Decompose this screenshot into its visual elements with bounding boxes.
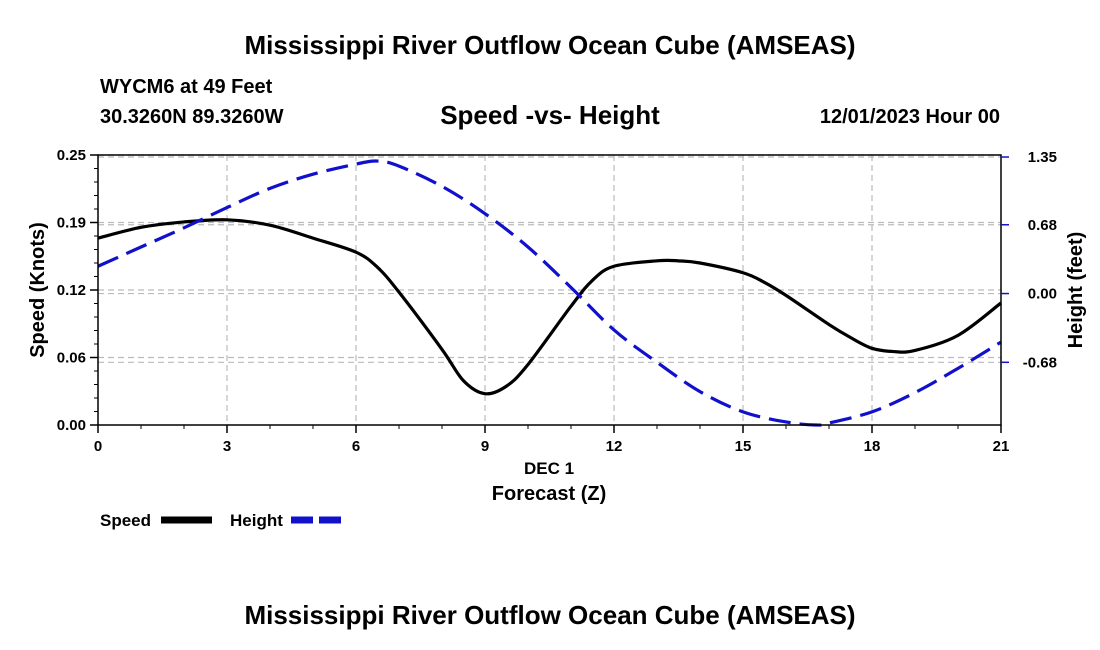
legend: Speed Height [100,511,342,530]
series-line-height [97,159,1002,427]
station-label: WYCM6 at 49 Feet [100,76,273,98]
series-layer [97,159,1002,427]
y-right-tick-label: 1.35 [1028,149,1057,166]
x-axis-label: Forecast (Z) [492,483,606,505]
y-right-tick-label: -0.68 [1023,354,1057,371]
y-left-tick-label: 0.12 [57,282,86,299]
footer-title: Mississippi River Outflow Ocean Cube (AM… [244,600,856,630]
forecast-datetime: 12/01/2023 Hour 00 [819,106,1000,128]
ticks-layer: 0 3 6 9 12 15 18 21 0.00 0.06 0.12 0.19 0.25 1.35 0.68… [57,147,1057,455]
legend-speed-label: Speed [100,511,151,530]
y-right-tick-label: 0.00 [1028,286,1057,303]
x-tick-label: 18 [864,438,881,455]
legend-height-label: Height [230,511,283,530]
y-left-tick-label: 0.06 [57,350,86,367]
coordinates-label: 30.3260N 89.3260W [100,106,284,128]
x-tick-label: 15 [735,438,752,455]
grid-layer [98,154,1001,425]
chart-subtitle: Speed -vs- Height [440,100,660,130]
x-tick-label: 0 [94,438,102,455]
series-line-speed [97,218,1002,396]
y-axis-left-label: Speed (Knots) [27,222,49,358]
y-left-tick-label: 0.19 [57,215,86,232]
y-right-tick-label: 0.68 [1028,217,1057,234]
x-tick-label: 6 [352,438,360,455]
y-axis-right-label: Height (feet) [1065,232,1087,349]
x-tick-label: 9 [481,438,489,455]
x-tick-label: 3 [223,438,231,455]
x-tick-label: 12 [606,438,623,455]
y-left-tick-label: 0.00 [57,417,86,434]
y-left-tick-label: 0.25 [57,147,86,164]
x-tick-label: 21 [993,438,1010,455]
x-axis-date-label: DEC 1 [524,459,574,478]
chart-main-title: Mississippi River Outflow Ocean Cube (AM… [244,30,856,60]
